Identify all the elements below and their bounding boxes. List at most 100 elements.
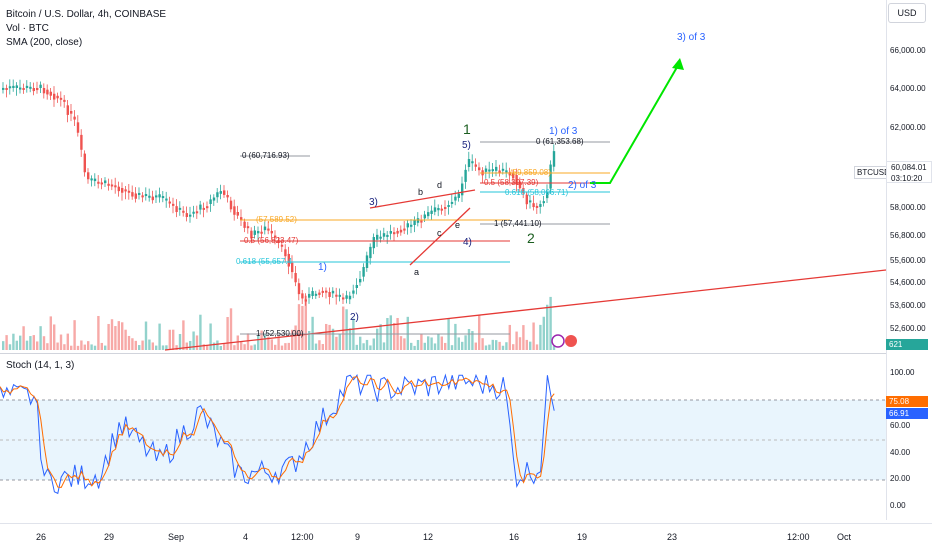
volume-bar (36, 341, 39, 350)
volume-bar (19, 335, 22, 350)
time-label: 4 (243, 532, 249, 542)
volume-bar (168, 329, 171, 350)
candle-body (22, 88, 25, 90)
candle-body (464, 169, 467, 182)
volume-bar (399, 336, 403, 350)
wave-d-label: d (437, 180, 442, 190)
volume-bar (467, 329, 471, 350)
stoch-k-tag: 75.08 (886, 396, 928, 407)
price-axis[interactable] (886, 0, 932, 520)
stoch-axis-label: 40.00 (890, 448, 911, 457)
candle-body (529, 200, 532, 203)
candle-body (546, 191, 549, 199)
volume-bar (260, 330, 263, 350)
volume-bar (121, 322, 124, 350)
candle-body (8, 86, 12, 89)
candle-body (216, 192, 219, 198)
pane-separator[interactable] (0, 353, 886, 354)
stoch-chart[interactable] (0, 354, 886, 523)
volume-bar (362, 343, 365, 350)
candle-body (498, 170, 501, 173)
candle-body (484, 168, 488, 172)
currency-button[interactable]: USD (888, 3, 926, 23)
candle-body (355, 285, 358, 288)
price-label: 64,000.00 (890, 84, 926, 93)
time-label: 19 (577, 532, 588, 542)
candle-body (138, 192, 141, 195)
volume-bar (420, 333, 423, 350)
candle-body (76, 122, 80, 133)
volume-bar (539, 324, 542, 350)
volume-bar (117, 321, 120, 350)
candle-body (42, 88, 46, 94)
volume-bar (270, 339, 273, 350)
volume-bar (151, 342, 154, 350)
volume-bar (15, 340, 18, 350)
candle-body (195, 211, 199, 214)
candle-body (209, 199, 212, 204)
time-label: 9 (355, 532, 361, 542)
volume-bar (93, 345, 97, 350)
volume-bar (287, 342, 290, 350)
volume-bar (549, 296, 552, 350)
volume-bar (491, 339, 494, 350)
volume-bar (430, 337, 433, 350)
volume-bar (134, 340, 137, 350)
candle-body (450, 201, 454, 204)
candle-body (243, 221, 246, 228)
candle-body (461, 183, 464, 196)
candle-body (454, 196, 457, 201)
candle-body (199, 204, 202, 210)
fib-right-y-label: (59,859.08) (510, 168, 551, 177)
candle-body (229, 200, 233, 210)
volume-bar (525, 339, 528, 350)
candle-body (467, 159, 471, 167)
candle-body (83, 153, 86, 173)
volume-bar (233, 345, 236, 350)
candle-body (522, 188, 525, 194)
candle-body (165, 198, 168, 201)
candle-body (178, 207, 182, 210)
candle-body (501, 168, 505, 171)
volume-bar (253, 344, 256, 350)
volume-bars (2, 295, 556, 350)
volume-bar (70, 345, 73, 350)
candle-body (73, 116, 76, 120)
volume-bar (138, 345, 141, 350)
time-axis[interactable] (0, 523, 932, 551)
volume-bar (2, 341, 5, 350)
candle-body (280, 244, 284, 247)
candle-body (359, 278, 362, 283)
candle-body (97, 181, 100, 184)
candle-body (393, 232, 396, 235)
volume-bar (457, 337, 460, 350)
candle-body (29, 86, 32, 89)
volume-bar (427, 336, 430, 350)
candle-body (297, 283, 301, 295)
volume-bar (73, 320, 76, 350)
candle-body (270, 230, 273, 234)
candle-body (19, 87, 22, 90)
candle-body (25, 85, 29, 88)
price-label: 55,600.00 (890, 256, 926, 265)
candle-body (274, 235, 277, 238)
volume-bar (263, 334, 267, 350)
volume-bar (90, 344, 93, 350)
volume-bar (39, 326, 42, 350)
fib-right-05-label: 0.5 (58,397.39) (484, 178, 539, 187)
volume-bar (189, 340, 192, 350)
volume-bar (508, 324, 511, 350)
volume-bar (42, 336, 46, 350)
stoch-axis-label: 100.00 (890, 368, 915, 377)
volume-bar (32, 335, 35, 350)
price-chart[interactable]: 0 (60,716.93) (57,589.52) 0.5 (56,823.47… (0, 0, 886, 354)
volume-bar (321, 344, 324, 350)
candle-body (525, 194, 528, 205)
wave-c-label: c (437, 228, 442, 238)
volume-bar (267, 336, 270, 350)
candle-body (63, 99, 66, 102)
volume-bar (206, 345, 209, 350)
candle-body (386, 234, 389, 237)
fib-left-05-label: 0.5 (56,823.47) (244, 236, 299, 245)
candle-body (104, 180, 107, 184)
